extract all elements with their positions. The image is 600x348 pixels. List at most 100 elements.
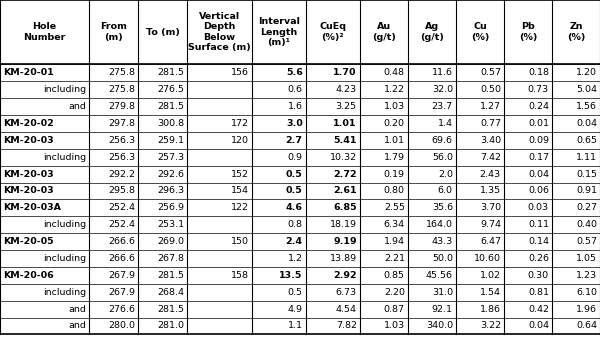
Text: 2.21: 2.21 — [384, 254, 405, 263]
Text: 256.3: 256.3 — [108, 153, 135, 162]
Text: 3.70: 3.70 — [480, 203, 501, 212]
Text: 292.2: 292.2 — [108, 169, 135, 179]
Text: 3.0: 3.0 — [286, 119, 303, 128]
Text: 6.85: 6.85 — [333, 203, 357, 212]
Text: 4.6: 4.6 — [286, 203, 303, 212]
Text: Interval
Length
(m)¹: Interval Length (m)¹ — [258, 17, 299, 47]
Text: 1.2: 1.2 — [288, 254, 303, 263]
Text: 156: 156 — [230, 68, 248, 77]
Text: 0.87: 0.87 — [384, 304, 405, 314]
Text: KM-20-03: KM-20-03 — [3, 169, 53, 179]
Text: 1.70: 1.70 — [333, 68, 357, 77]
Text: 4.23: 4.23 — [335, 85, 357, 94]
Text: 1.35: 1.35 — [480, 187, 501, 196]
Text: 0.42: 0.42 — [528, 304, 549, 314]
Text: To (m): To (m) — [146, 28, 180, 37]
Text: 253.1: 253.1 — [157, 220, 184, 229]
Text: 0.9: 0.9 — [288, 153, 303, 162]
Text: 122: 122 — [230, 203, 248, 212]
Text: including: including — [43, 153, 86, 162]
Text: 0.09: 0.09 — [528, 136, 549, 145]
Text: 281.5: 281.5 — [157, 102, 184, 111]
Text: 1.1: 1.1 — [288, 322, 303, 331]
Text: 256.3: 256.3 — [108, 136, 135, 145]
Text: 1.03: 1.03 — [383, 322, 405, 331]
Text: 4.54: 4.54 — [336, 304, 357, 314]
Text: 1.02: 1.02 — [480, 271, 501, 280]
Text: 0.18: 0.18 — [528, 68, 549, 77]
Text: and: and — [68, 102, 86, 111]
Text: 279.8: 279.8 — [108, 102, 135, 111]
Text: 0.64: 0.64 — [576, 322, 597, 331]
Text: 2.61: 2.61 — [333, 187, 357, 196]
Text: 0.57: 0.57 — [480, 68, 501, 77]
Text: 2.92: 2.92 — [333, 271, 357, 280]
Text: 269.0: 269.0 — [157, 237, 184, 246]
Text: 10.32: 10.32 — [329, 153, 357, 162]
Text: 5.04: 5.04 — [576, 85, 597, 94]
Text: 0.04: 0.04 — [528, 322, 549, 331]
Text: Cu
(%): Cu (%) — [470, 23, 489, 42]
Text: KM-20-03: KM-20-03 — [3, 187, 53, 196]
Text: 267.9: 267.9 — [108, 288, 135, 297]
Text: 266.6: 266.6 — [108, 237, 135, 246]
Text: 10.60: 10.60 — [474, 254, 501, 263]
Text: Hole
Number: Hole Number — [23, 23, 65, 42]
Text: 0.8: 0.8 — [288, 220, 303, 229]
Text: 11.6: 11.6 — [432, 68, 453, 77]
Text: KM-20-03: KM-20-03 — [3, 136, 53, 145]
Text: 2.20: 2.20 — [384, 288, 405, 297]
Text: 150: 150 — [230, 237, 248, 246]
Text: 1.54: 1.54 — [480, 288, 501, 297]
Text: 164.0: 164.0 — [426, 220, 453, 229]
Text: 0.57: 0.57 — [576, 237, 597, 246]
Text: 7.42: 7.42 — [480, 153, 501, 162]
Text: 35.6: 35.6 — [432, 203, 453, 212]
Text: CuEq
(%)²: CuEq (%)² — [319, 23, 346, 42]
Text: 276.6: 276.6 — [108, 304, 135, 314]
Text: including: including — [43, 288, 86, 297]
Text: 252.4: 252.4 — [108, 203, 135, 212]
Text: 9.74: 9.74 — [480, 220, 501, 229]
Text: 1.03: 1.03 — [383, 102, 405, 111]
Text: 0.20: 0.20 — [384, 119, 405, 128]
Text: 13.5: 13.5 — [280, 271, 303, 280]
Text: 268.4: 268.4 — [157, 288, 184, 297]
Text: including: including — [43, 220, 86, 229]
Text: 252.4: 252.4 — [108, 220, 135, 229]
Text: 32.0: 32.0 — [432, 85, 453, 94]
Text: 9.19: 9.19 — [333, 237, 357, 246]
Text: 13.89: 13.89 — [329, 254, 357, 263]
Text: 1.4: 1.4 — [438, 119, 453, 128]
Text: 280.0: 280.0 — [108, 322, 135, 331]
Text: 2.0: 2.0 — [438, 169, 453, 179]
Text: Pb
(%): Pb (%) — [519, 23, 537, 42]
Text: 50.0: 50.0 — [432, 254, 453, 263]
Text: KM-20-03A: KM-20-03A — [3, 203, 61, 212]
Text: 158: 158 — [230, 271, 248, 280]
Text: 1.20: 1.20 — [576, 68, 597, 77]
Text: 0.80: 0.80 — [384, 187, 405, 196]
Text: 18.19: 18.19 — [330, 220, 357, 229]
Text: 1.11: 1.11 — [576, 153, 597, 162]
Text: 23.7: 23.7 — [432, 102, 453, 111]
Text: 4.9: 4.9 — [288, 304, 303, 314]
Text: 3.40: 3.40 — [480, 136, 501, 145]
Text: 267.9: 267.9 — [108, 271, 135, 280]
Text: KM-20-02: KM-20-02 — [3, 119, 54, 128]
Text: 1.86: 1.86 — [480, 304, 501, 314]
Text: 56.0: 56.0 — [432, 153, 453, 162]
Text: 1.23: 1.23 — [576, 271, 597, 280]
Text: 300.8: 300.8 — [157, 119, 184, 128]
Text: 0.85: 0.85 — [384, 271, 405, 280]
Text: 281.5: 281.5 — [157, 271, 184, 280]
Text: 31.0: 31.0 — [432, 288, 453, 297]
Text: 256.9: 256.9 — [157, 203, 184, 212]
Text: 0.27: 0.27 — [576, 203, 597, 212]
Text: 0.04: 0.04 — [528, 169, 549, 179]
Text: 120: 120 — [230, 136, 248, 145]
Text: Ag
(g/t): Ag (g/t) — [420, 23, 444, 42]
Text: 2.72: 2.72 — [333, 169, 357, 179]
Text: 1.05: 1.05 — [576, 254, 597, 263]
Text: 2.43: 2.43 — [480, 169, 501, 179]
